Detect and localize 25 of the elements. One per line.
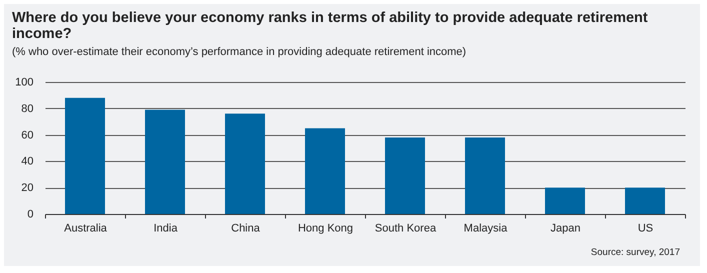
y-tick-label: 40 [21,156,34,168]
chart-subtitle: (% who over-estimate their economy’s performance in providing adequate retirement income) [12,46,466,58]
source-note: Source: survey, 2017 [590,247,680,258]
bar [65,98,105,214]
bar [225,114,265,214]
x-tick-label: South Korea [374,222,437,234]
x-tick-label: Hong Kong [298,222,354,234]
y-tick-label: 80 [21,102,34,115]
bar [465,137,505,214]
x-tick-label: Malaysia [464,222,508,234]
x-tick-label: Australia [64,222,108,234]
bar [625,188,665,214]
bar [545,188,585,214]
bar [145,110,185,214]
x-tick-label: Japan [550,222,580,234]
y-tick-label: 100 [15,76,34,88]
x-tick-label: China [231,222,261,234]
y-tick-label: 0 [27,208,34,220]
y-tick-label: 60 [21,129,34,142]
chart-title: Where do you believe your economy ranks in terms of ability to provide adequate retirement income? [12,10,649,42]
x-tick-label: India [154,222,178,234]
x-tick-label: US [638,222,654,234]
bar [385,137,425,214]
bar [305,128,345,214]
y-tick-label: 20 [21,182,34,194]
